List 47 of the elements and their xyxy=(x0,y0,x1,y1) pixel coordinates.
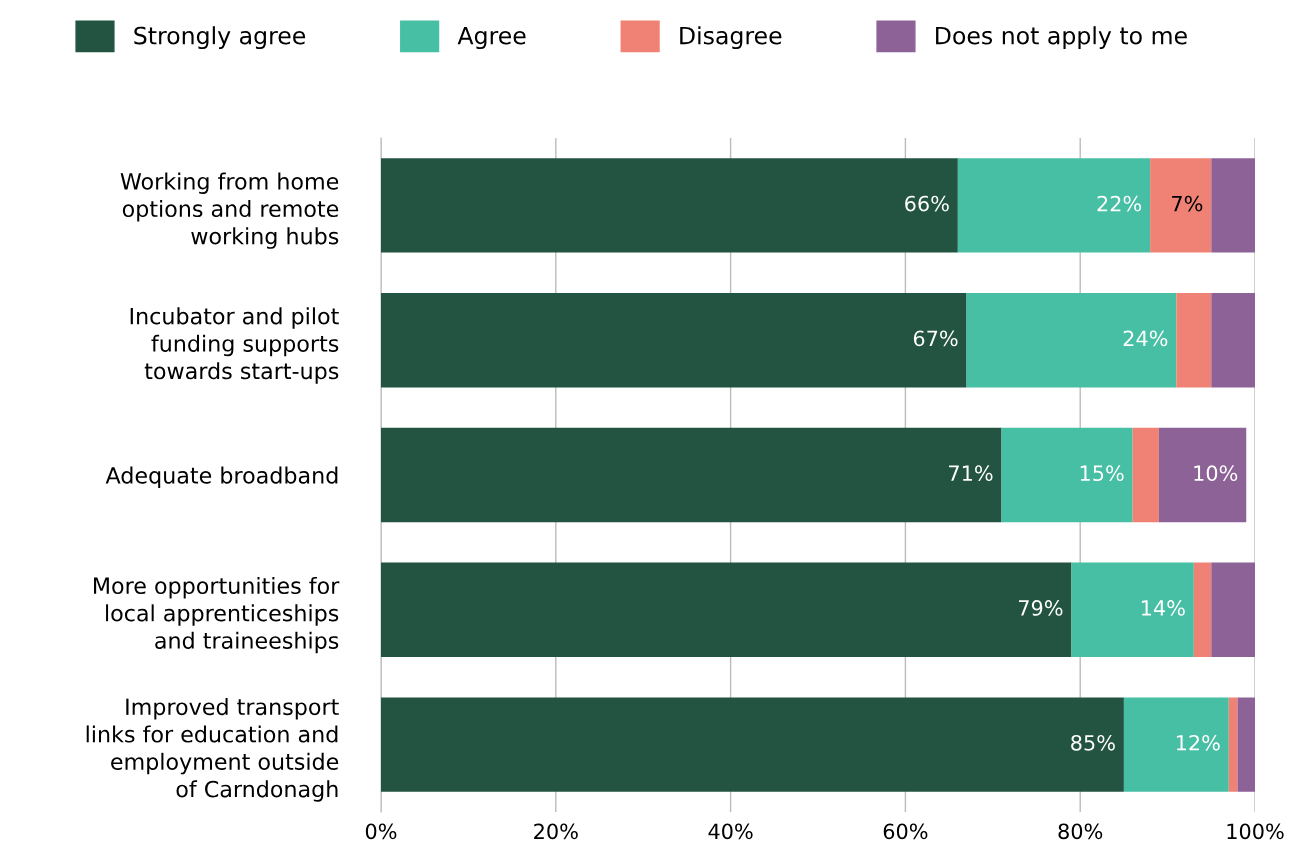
y-tick-label: More opportunities for local apprenticeships and traineeships xyxy=(94,576,340,654)
bar xyxy=(1193,562,1212,657)
x-tick-label: 60% xyxy=(883,823,928,840)
data-label: 10% xyxy=(1194,465,1238,482)
data-label: 67% xyxy=(913,330,958,347)
bar xyxy=(1123,697,1229,792)
bar xyxy=(1001,427,1133,523)
data-label: 85% xyxy=(1071,734,1115,751)
bar xyxy=(1211,562,1255,657)
bar xyxy=(966,293,1177,388)
bar xyxy=(1071,562,1194,657)
legend-label: Does not apply to me xyxy=(936,26,1187,50)
bar xyxy=(381,158,958,253)
data-label: 71% xyxy=(949,465,993,482)
x-tick-label: 80% xyxy=(1058,823,1103,840)
bar xyxy=(1132,427,1159,523)
x-tick-label: 0% xyxy=(365,823,397,840)
bar xyxy=(1150,158,1212,253)
bar xyxy=(1228,697,1238,792)
data-label: 12% xyxy=(1176,734,1220,751)
y-tick-label: Incubator and pilot funding supports towards start-ups xyxy=(130,307,339,384)
bar xyxy=(957,158,1151,253)
legend-label: Disagree xyxy=(680,26,782,50)
bar xyxy=(1176,293,1212,388)
bar xyxy=(381,562,1072,657)
y-tick-label: Working from home options and remote working hubs xyxy=(120,172,339,249)
x-tick-label: 40% xyxy=(708,823,753,840)
x-tick-label: 100% xyxy=(1227,823,1284,840)
bar xyxy=(1211,293,1255,388)
bar xyxy=(381,427,1002,523)
data-label: 7% xyxy=(1172,195,1203,212)
bar xyxy=(381,293,967,388)
data-label: 15% xyxy=(1080,465,1124,482)
bar xyxy=(1211,158,1255,253)
data-label: 66% xyxy=(905,195,949,212)
y-tick-label: Adequate broadband xyxy=(105,466,338,489)
data-label: 22% xyxy=(1097,195,1142,212)
data-label: 24% xyxy=(1123,330,1168,347)
legend-label: Agree xyxy=(457,26,526,50)
legend-label: Strongly agree xyxy=(134,26,306,50)
bar xyxy=(1237,697,1255,792)
data-label: 79% xyxy=(1019,600,1063,616)
data-label: 14% xyxy=(1141,600,1185,616)
bar xyxy=(1158,427,1247,523)
y-tick-label: Improved transport links for education and employment outside of Carndonagh xyxy=(86,697,339,802)
bar xyxy=(381,697,1124,792)
x-tick-label: 20% xyxy=(534,823,578,840)
